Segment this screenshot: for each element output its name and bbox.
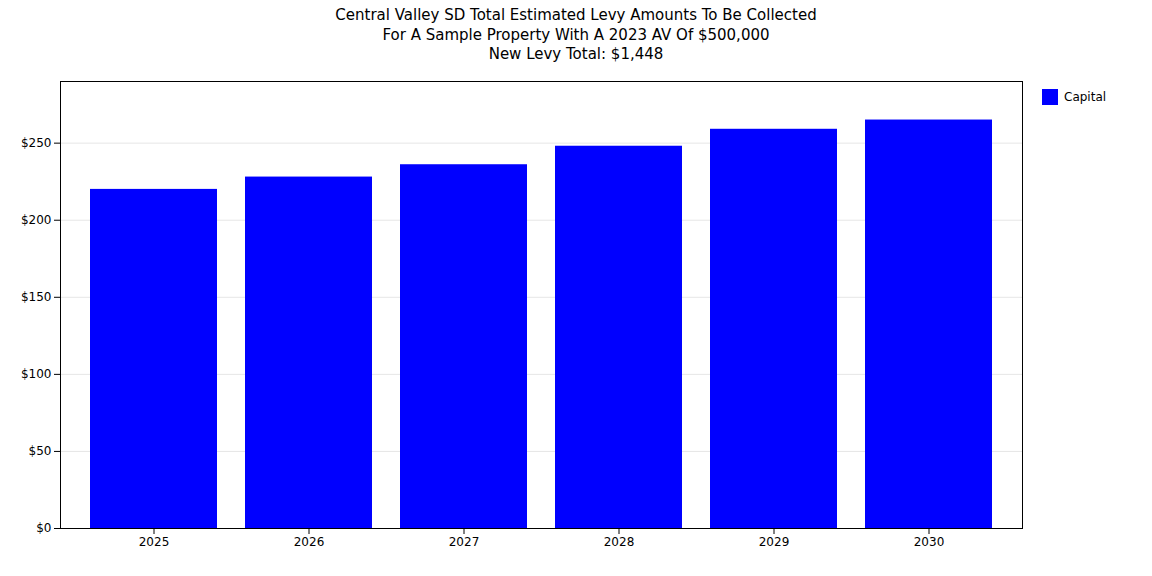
svg-text:$200: $200 xyxy=(21,213,52,227)
html-text:Capital: Capital xyxy=(1064,89,1107,104)
svg-text:$250: $250 xyxy=(21,135,52,149)
svg-text:2028: 2028 xyxy=(604,535,635,549)
svg-text:$100: $100 xyxy=(21,367,52,381)
svg-text:2029: 2029 xyxy=(759,535,790,549)
svg-text:2025: 2025 xyxy=(139,535,170,549)
html-text:Central Valley SD Total Estima: Central Valley SD Total Estimated Levy A… xyxy=(335,6,817,63)
svg-text:2027: 2027 xyxy=(449,535,480,549)
svg-text:2026: 2026 xyxy=(294,535,325,549)
svg-text:$0: $0 xyxy=(36,521,51,535)
svg-text:2030: 2030 xyxy=(914,535,945,549)
svg-text:$50: $50 xyxy=(29,444,52,458)
svg-text:$150: $150 xyxy=(21,290,52,304)
